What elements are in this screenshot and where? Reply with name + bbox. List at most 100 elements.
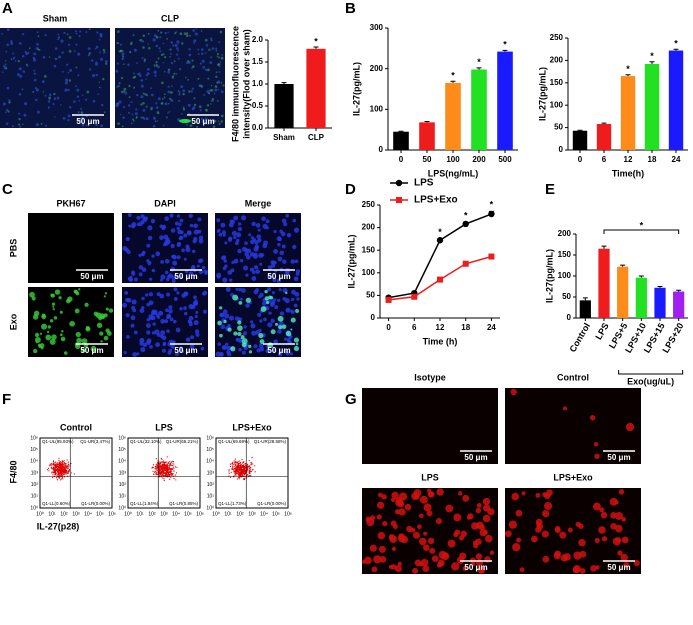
cell bbox=[185, 77, 187, 79]
event-dot bbox=[171, 464, 173, 466]
error-bar bbox=[649, 61, 655, 64]
scale-bar-label: 50 μm bbox=[80, 346, 103, 355]
cell bbox=[198, 235, 204, 241]
cell bbox=[139, 341, 144, 346]
marker bbox=[385, 296, 392, 303]
event-dot bbox=[163, 461, 165, 464]
error-bar bbox=[281, 82, 287, 84]
cell bbox=[453, 513, 462, 522]
cell bbox=[25, 63, 28, 66]
event-dot bbox=[165, 470, 168, 472]
cell bbox=[150, 87, 152, 90]
cell bbox=[117, 122, 120, 125]
cell bbox=[95, 61, 98, 64]
cell bbox=[86, 90, 90, 94]
event-dot bbox=[251, 463, 253, 465]
cell bbox=[5, 60, 7, 62]
cell bbox=[253, 246, 259, 252]
event-dot bbox=[246, 469, 248, 471]
bar bbox=[617, 266, 629, 318]
y-tick-label: 100 bbox=[550, 100, 564, 109]
cell bbox=[75, 66, 78, 69]
cell bbox=[47, 100, 51, 103]
event-dot bbox=[158, 465, 160, 467]
bar bbox=[274, 84, 294, 128]
cell bbox=[133, 330, 138, 335]
event-dot bbox=[243, 467, 245, 469]
cell bbox=[593, 442, 599, 447]
cell bbox=[198, 238, 204, 244]
cell bbox=[104, 292, 108, 295]
cell bbox=[285, 330, 292, 337]
event-dot bbox=[160, 467, 162, 469]
cell bbox=[484, 534, 493, 543]
quadrant-label: Q1-UR(65.21%) bbox=[166, 439, 199, 444]
cell bbox=[189, 223, 194, 228]
cell bbox=[560, 554, 568, 562]
event-dot bbox=[163, 464, 165, 466]
cell bbox=[290, 328, 293, 331]
cell bbox=[283, 337, 288, 341]
cell bbox=[281, 244, 286, 249]
y-tick-label: 10⁵ bbox=[30, 447, 38, 453]
y-tick-label: 10⁵ bbox=[118, 447, 126, 453]
cell bbox=[12, 57, 15, 60]
cell bbox=[148, 292, 154, 297]
cell bbox=[178, 68, 182, 71]
y-tick-label: 10⁰ bbox=[206, 505, 214, 511]
event-dot bbox=[56, 469, 58, 471]
cell bbox=[182, 92, 185, 96]
cell bbox=[204, 117, 208, 121]
event-dot bbox=[59, 464, 61, 467]
cell bbox=[227, 323, 231, 328]
cell bbox=[277, 329, 282, 334]
event-dot bbox=[56, 465, 58, 467]
cell bbox=[220, 56, 224, 60]
event-dot bbox=[66, 459, 68, 461]
cell bbox=[290, 259, 295, 264]
y-tick-label: 0 bbox=[559, 145, 564, 154]
cell bbox=[531, 535, 538, 543]
cell bbox=[218, 71, 221, 73]
cell bbox=[219, 312, 225, 318]
cell bbox=[68, 50, 72, 53]
event-dot bbox=[159, 464, 162, 466]
cell bbox=[53, 92, 56, 96]
cell bbox=[67, 71, 70, 74]
event-dot bbox=[237, 467, 239, 469]
cell bbox=[81, 348, 86, 353]
event-dot bbox=[154, 470, 157, 472]
bar bbox=[673, 291, 685, 318]
cell bbox=[136, 222, 140, 227]
cell bbox=[391, 546, 397, 552]
x-tick-label: 10⁵ bbox=[184, 511, 192, 517]
cell bbox=[161, 81, 164, 85]
bar bbox=[572, 130, 588, 150]
cell bbox=[209, 89, 212, 92]
scale-bar-label: 50 μm bbox=[607, 453, 630, 462]
cell bbox=[623, 562, 630, 568]
cell bbox=[122, 50, 124, 52]
event-dot bbox=[156, 469, 158, 471]
event-dot bbox=[174, 466, 177, 468]
cell bbox=[219, 352, 224, 357]
cell bbox=[18, 42, 22, 45]
cell bbox=[64, 81, 68, 85]
cell bbox=[53, 64, 57, 68]
cell bbox=[276, 298, 281, 303]
event-dot bbox=[53, 471, 56, 474]
cell bbox=[197, 53, 200, 56]
cell bbox=[211, 47, 215, 50]
cell bbox=[245, 297, 251, 303]
cell bbox=[73, 289, 78, 294]
event-dot bbox=[52, 477, 54, 479]
cell bbox=[198, 105, 202, 109]
column-label: DAPI bbox=[154, 198, 176, 208]
x-tick-label: 10¹ bbox=[48, 511, 56, 517]
cell bbox=[221, 230, 227, 235]
cell bbox=[272, 277, 277, 283]
event-dot bbox=[164, 469, 167, 471]
event-dot bbox=[242, 461, 245, 463]
bar bbox=[497, 51, 513, 150]
event-dot bbox=[170, 464, 172, 466]
